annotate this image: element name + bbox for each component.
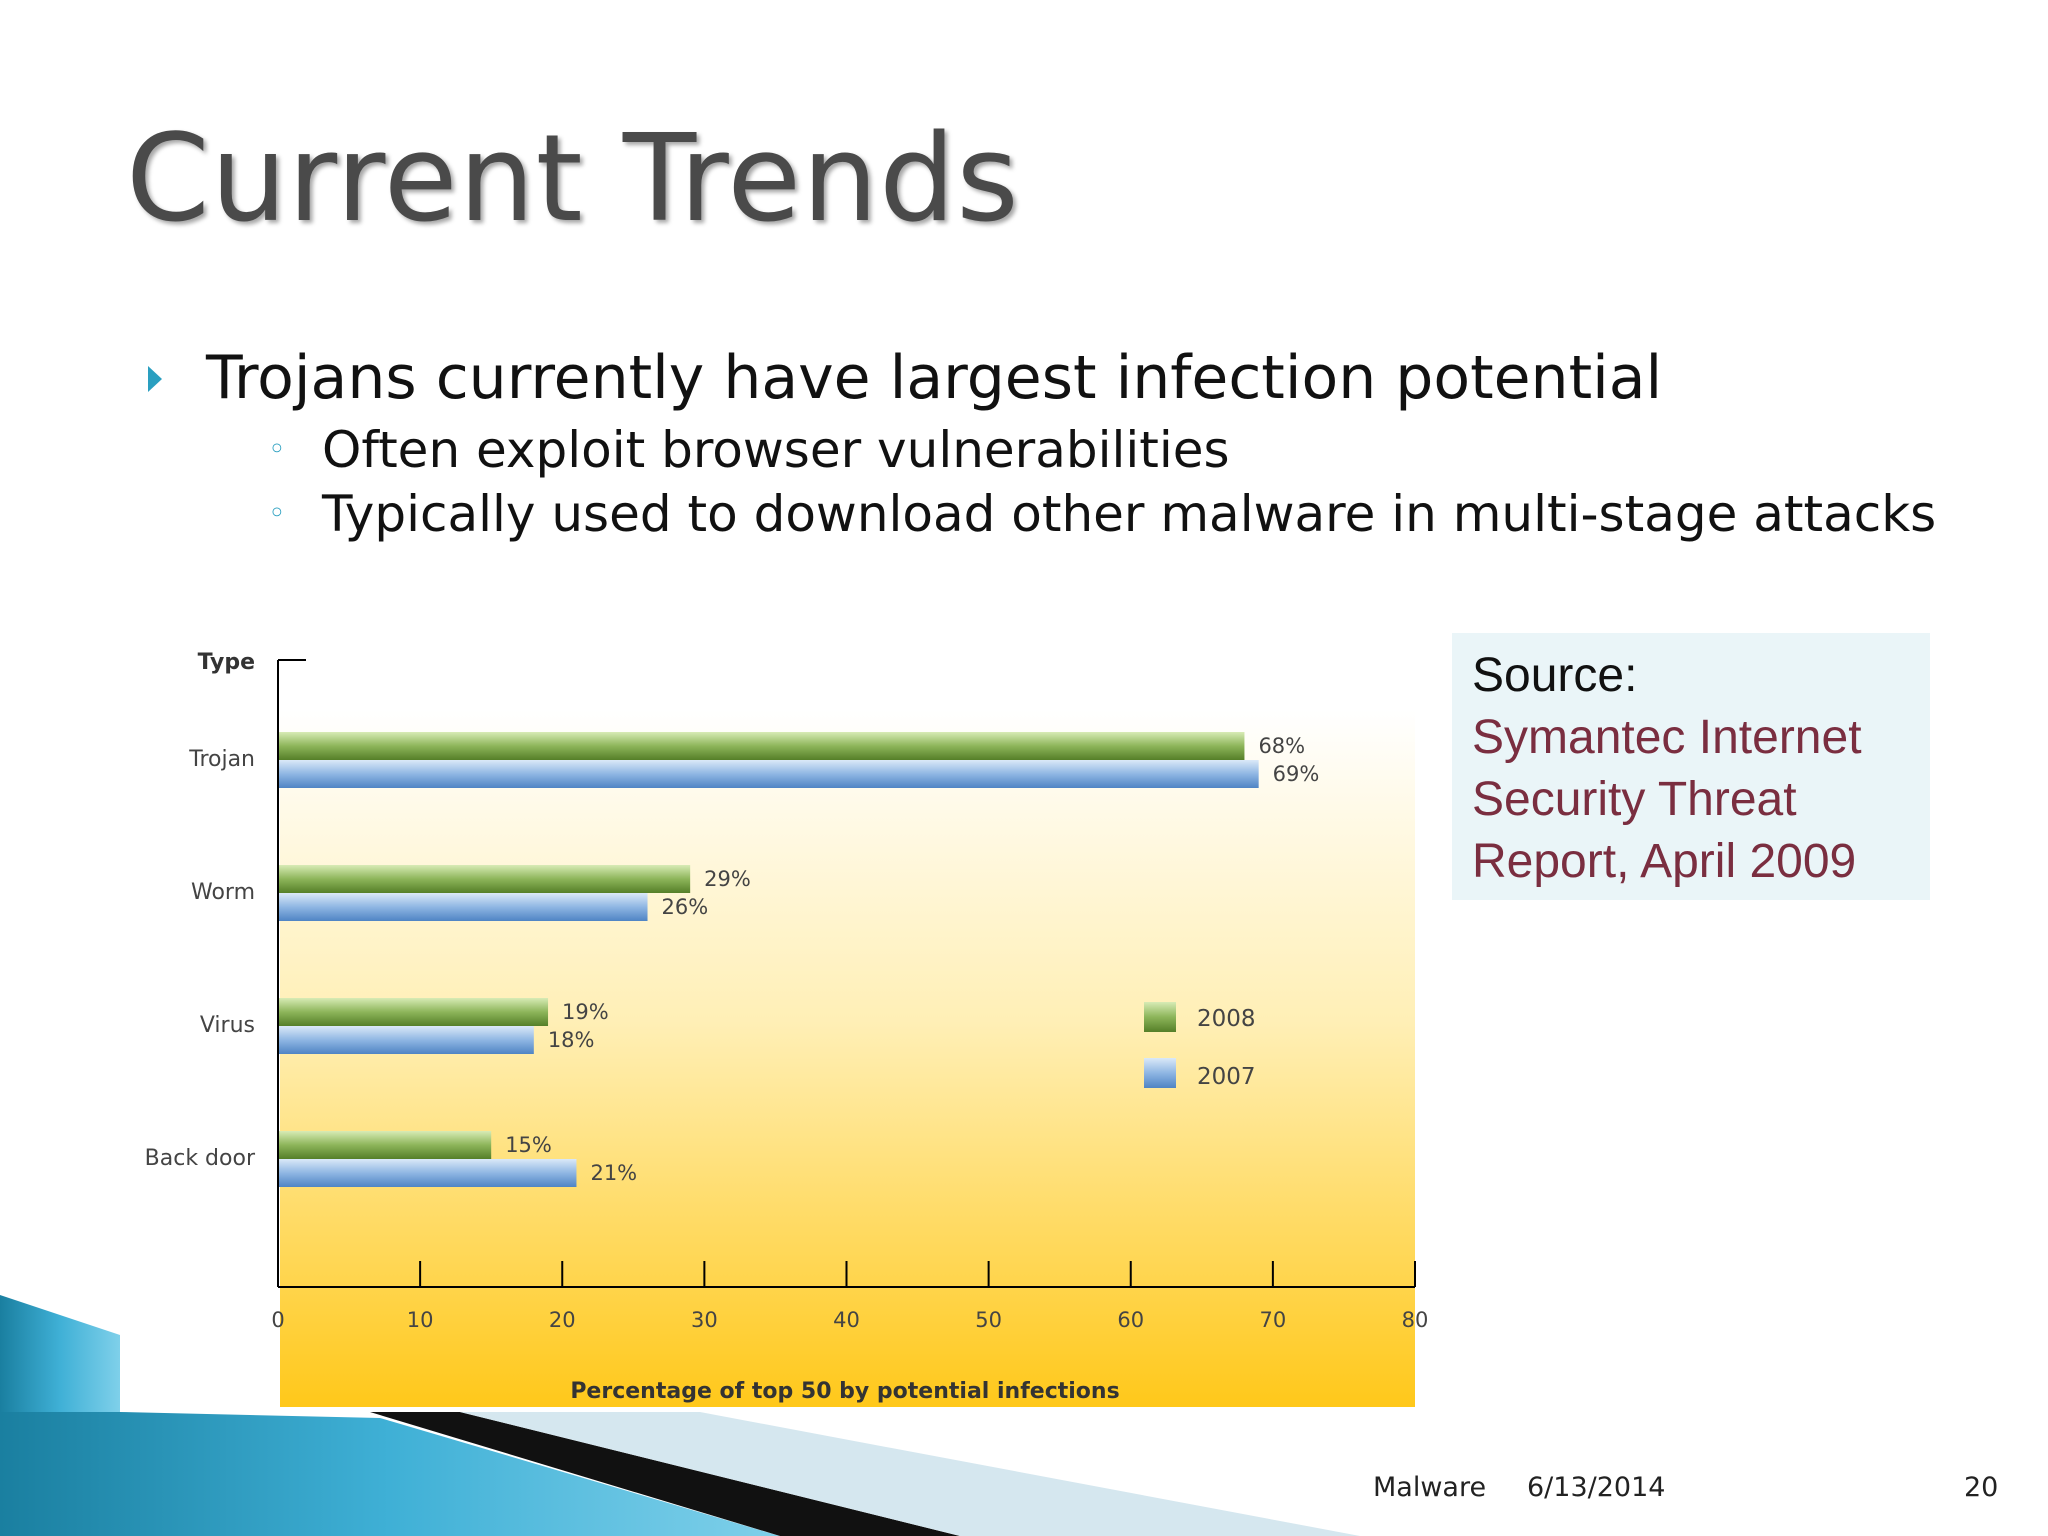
sub-bullet-list: ◦ Often exploit browser vulnerabilities … [206, 418, 1936, 546]
x-axis-label: Percentage of top 50 by potential infect… [570, 1379, 1119, 1404]
bar-value-label: 21% [590, 1161, 637, 1185]
bar-2007-back-door [278, 1159, 577, 1187]
bullet-text: Trojans currently have largest infection… [206, 343, 1663, 413]
legend-label-2007: 2007 [1197, 1064, 1256, 1090]
legend-label-2008: 2008 [1197, 1006, 1256, 1032]
slide-title: Current Trends [126, 110, 1020, 249]
bar-2007-trojan [278, 760, 1259, 788]
x-tick-label: 70 [1260, 1308, 1287, 1332]
bar-value-label: 29% [704, 867, 751, 891]
x-tick-label: 80 [1402, 1308, 1429, 1332]
bar-2008-trojan [278, 732, 1245, 760]
bar-value-label: 68% [1258, 734, 1305, 758]
footer-title: Malware [1373, 1472, 1487, 1503]
x-tick-label: 50 [975, 1308, 1002, 1332]
sub-bullet-text: Typically used to download other malware… [322, 485, 1937, 543]
sub-bullet-item: ◦ Often exploit browser vulnerabilities [206, 418, 1936, 482]
category-label: Virus [200, 1013, 255, 1038]
black-swoosh-shape [370, 1412, 960, 1536]
source-text: Symantec Internet Security Threat Report… [1472, 711, 1862, 888]
circle-bullet-icon: ◦ [268, 496, 286, 531]
infection-bar-chart: Type 68% 69% 29% 26% 19% 18% 15% 21% Trojan Worm… [145, 650, 1429, 1407]
source-label: Source: [1472, 649, 1638, 702]
bar-2007-virus [278, 1026, 534, 1054]
chart-legend: 2008 2007 [1144, 1002, 1256, 1090]
bar-value-label: 69% [1273, 762, 1320, 786]
x-tick-label: 60 [1117, 1308, 1144, 1332]
footer-date: 6/13/2014 [1527, 1472, 1666, 1503]
category-label: Back door [145, 1146, 256, 1171]
bullet-item: Trojans currently have largest infection… [148, 342, 1936, 546]
bullet-list: Trojans currently have largest infection… [148, 342, 1936, 546]
source-callout: Source: Symantec Internet Security Threa… [1452, 633, 1930, 900]
sub-bullet-item: ◦ Typically used to download other malwa… [206, 482, 1936, 546]
teal-swoosh-lower [0, 1412, 780, 1536]
plot-background [280, 710, 1415, 1407]
legend-swatch-2007 [1144, 1058, 1176, 1088]
x-tick-label: 40 [833, 1308, 860, 1332]
category-label: Trojan [188, 747, 255, 772]
legend-swatch-2008 [1144, 1002, 1176, 1032]
bar-2008-back-door [278, 1131, 492, 1159]
y-axis-label: Type [198, 650, 255, 675]
bar-value-label: 26% [662, 895, 709, 919]
bar-2007-worm [278, 893, 648, 921]
category-label: Worm [191, 880, 255, 905]
x-tick-label: 0 [271, 1308, 284, 1332]
bar-2008-virus [278, 998, 549, 1026]
bar-value-label: 19% [562, 1000, 609, 1024]
bar-value-label: 15% [505, 1133, 552, 1157]
triangle-bullet-icon [148, 366, 162, 392]
footer-page-number: 20 [1964, 1472, 1999, 1503]
x-tick-label: 10 [407, 1308, 434, 1332]
sub-bullet-text: Often exploit browser vulnerabilities [322, 421, 1230, 479]
bar-value-label: 18% [548, 1028, 595, 1052]
x-tick-label: 20 [549, 1308, 576, 1332]
circle-bullet-icon: ◦ [268, 432, 286, 467]
light-swoosh-shape [460, 1412, 1360, 1536]
bar-2008-worm [278, 865, 691, 893]
x-tick-label: 30 [691, 1308, 718, 1332]
